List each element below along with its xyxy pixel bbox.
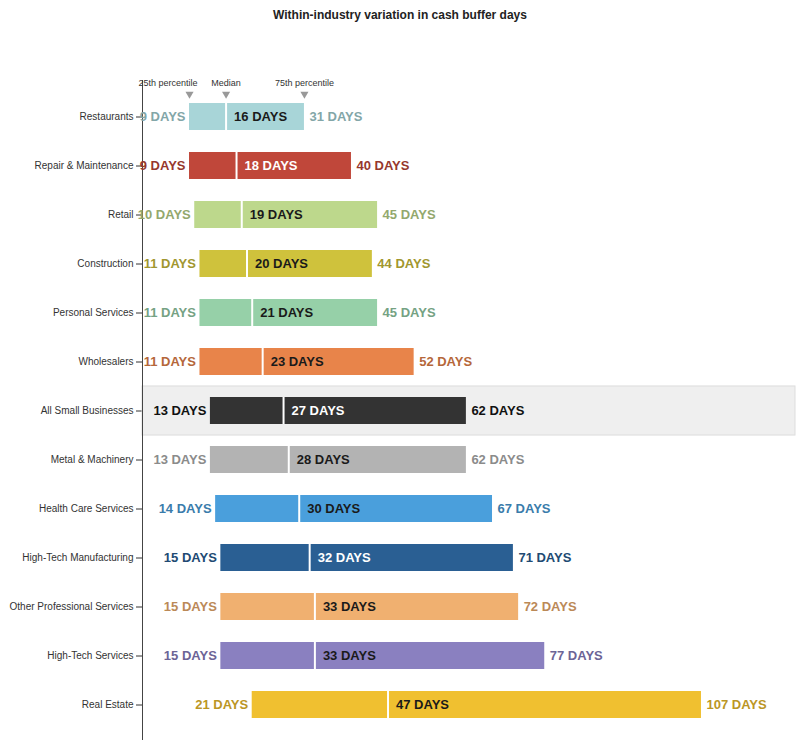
svg-text:33 DAYS: 33 DAYS xyxy=(323,599,376,614)
svg-text:11 DAYS: 11 DAYS xyxy=(144,256,197,271)
svg-text:11 DAYS: 11 DAYS xyxy=(144,305,197,320)
svg-text:75th percentile: 75th percentile xyxy=(275,78,334,88)
svg-text:45 DAYS: 45 DAYS xyxy=(383,207,436,222)
svg-text:Metal & Machinery: Metal & Machinery xyxy=(51,454,134,465)
svg-text:Health Care Services: Health Care Services xyxy=(39,503,133,514)
svg-text:15 DAYS: 15 DAYS xyxy=(164,648,217,663)
svg-text:Other Professional Services: Other Professional Services xyxy=(10,601,134,612)
svg-text:71 DAYS: 71 DAYS xyxy=(518,550,571,565)
svg-text:45 DAYS: 45 DAYS xyxy=(383,305,436,320)
svg-text:20 DAYS: 20 DAYS xyxy=(255,256,308,271)
svg-text:Restaurants: Restaurants xyxy=(80,111,134,122)
svg-text:21 DAYS: 21 DAYS xyxy=(260,305,313,320)
svg-text:33 DAYS: 33 DAYS xyxy=(323,648,376,663)
svg-text:Personal Services: Personal Services xyxy=(53,307,134,318)
svg-text:31 DAYS: 31 DAYS xyxy=(309,109,362,124)
svg-text:62 DAYS: 62 DAYS xyxy=(471,452,524,467)
svg-text:47 DAYS: 47 DAYS xyxy=(396,697,449,712)
svg-text:Real Estate: Real Estate xyxy=(82,699,134,710)
svg-text:14 DAYS: 14 DAYS xyxy=(159,501,212,516)
svg-text:13 DAYS: 13 DAYS xyxy=(153,452,206,467)
svg-text:62 DAYS: 62 DAYS xyxy=(471,403,524,418)
svg-text:21 DAYS: 21 DAYS xyxy=(195,697,248,712)
svg-text:15 DAYS: 15 DAYS xyxy=(164,550,217,565)
svg-text:11 DAYS: 11 DAYS xyxy=(144,354,197,369)
svg-text:52 DAYS: 52 DAYS xyxy=(419,354,472,369)
svg-text:13 DAYS: 13 DAYS xyxy=(153,403,206,418)
svg-text:107 DAYS: 107 DAYS xyxy=(706,697,767,712)
svg-text:19 DAYS: 19 DAYS xyxy=(250,207,303,222)
svg-text:All Small Businesses: All Small Businesses xyxy=(41,405,134,416)
svg-text:23 DAYS: 23 DAYS xyxy=(271,354,324,369)
svg-text:16 DAYS: 16 DAYS xyxy=(234,109,287,124)
svg-text:18 DAYS: 18 DAYS xyxy=(245,158,298,173)
svg-text:Construction: Construction xyxy=(77,258,133,269)
svg-text:Retail: Retail xyxy=(108,209,134,220)
svg-text:High-Tech Manufacturing: High-Tech Manufacturing xyxy=(22,552,133,563)
svg-text:9 DAYS: 9 DAYS xyxy=(140,158,186,173)
svg-text:Median: Median xyxy=(211,78,241,88)
svg-text:77 DAYS: 77 DAYS xyxy=(550,648,603,663)
svg-text:40 DAYS: 40 DAYS xyxy=(356,158,409,173)
svg-text:27 DAYS: 27 DAYS xyxy=(292,403,345,418)
svg-text:72 DAYS: 72 DAYS xyxy=(524,599,577,614)
svg-text:9 DAYS: 9 DAYS xyxy=(140,109,186,124)
svg-text:High-Tech Services: High-Tech Services xyxy=(47,650,133,661)
svg-text:28 DAYS: 28 DAYS xyxy=(297,452,350,467)
svg-text:10 DAYS: 10 DAYS xyxy=(138,207,191,222)
svg-text:Wholesalers: Wholesalers xyxy=(78,356,133,367)
svg-text:44 DAYS: 44 DAYS xyxy=(377,256,430,271)
svg-text:67 DAYS: 67 DAYS xyxy=(498,501,551,516)
svg-text:30 DAYS: 30 DAYS xyxy=(307,501,360,516)
html-text:Within-industry variation in c: Within-industry variation in cash buffer… xyxy=(273,8,527,22)
svg-text:15 DAYS: 15 DAYS xyxy=(164,599,217,614)
svg-text:25th percentile: 25th percentile xyxy=(138,78,197,88)
svg-text:32 DAYS: 32 DAYS xyxy=(318,550,371,565)
svg-text:Repair & Maintenance: Repair & Maintenance xyxy=(35,160,134,171)
